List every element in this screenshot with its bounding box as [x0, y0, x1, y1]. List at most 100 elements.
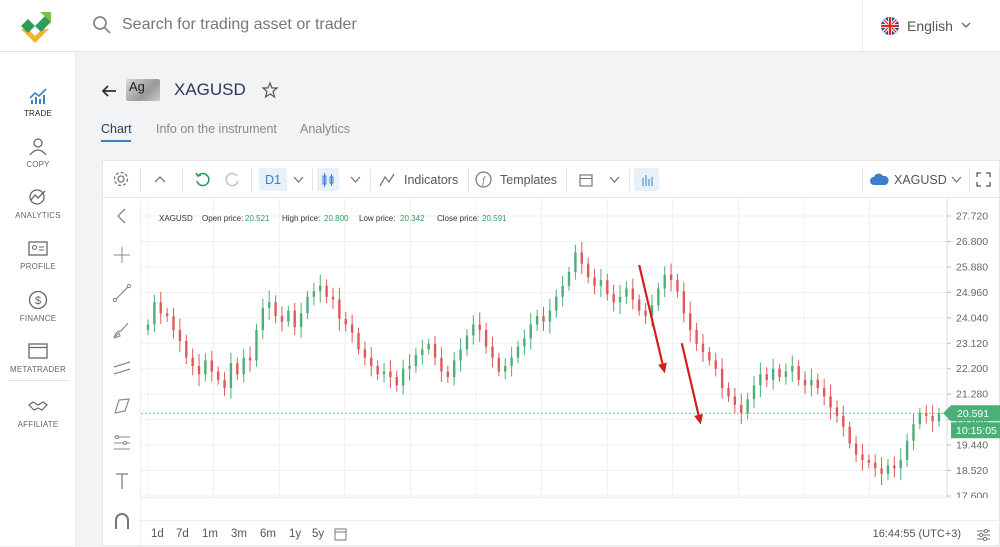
chevron-down-icon[interactable]: [950, 173, 963, 186]
sidebar-item-affiliate[interactable]: AFFILIATE: [0, 389, 76, 441]
timeframe-button[interactable]: D1: [259, 168, 287, 191]
range-6m[interactable]: 6m: [260, 528, 276, 540]
indicators-icon[interactable]: [378, 171, 396, 189]
crosshair-icon[interactable]: [111, 244, 133, 266]
logo-icon[interactable]: [18, 8, 54, 44]
chart-toolbar: D1 Indicators f Templates XAGUSD: [103, 161, 1000, 198]
candle-body: [822, 388, 826, 397]
candle-body: [504, 365, 507, 372]
candles-button[interactable]: [317, 168, 339, 191]
chart-grid: [141, 198, 947, 498]
chevron-down-icon[interactable]: [349, 173, 362, 186]
chevron-left-icon[interactable]: [111, 205, 133, 227]
y-tick-label: 21.280: [956, 389, 988, 401]
instrument-badge: Ag: [126, 79, 160, 101]
templates-button[interactable]: Templates: [500, 161, 557, 198]
candle-body: [612, 294, 615, 303]
candle-body: [861, 454, 864, 461]
legend-low-label: Low price:: [359, 214, 395, 223]
candle-body: [606, 280, 609, 295]
channel-icon[interactable]: [111, 357, 133, 379]
top-bar: Search for trading asset or trader Engli…: [0, 0, 1000, 52]
undo-icon[interactable]: [194, 171, 211, 188]
sidebar-item-copy[interactable]: COPY: [0, 129, 76, 181]
legend-high: 20.800: [324, 214, 349, 223]
y-tick-label: 25.880: [956, 261, 988, 273]
candle-body: [714, 360, 717, 369]
gear-icon[interactable]: [112, 170, 130, 188]
candle-body: [165, 313, 169, 317]
back-arrow-icon[interactable]: [100, 82, 118, 100]
range-1m[interactable]: 1m: [202, 528, 218, 540]
range-5y[interactable]: 5y: [312, 528, 325, 540]
magnet-icon[interactable]: [111, 510, 133, 532]
candle-body: [216, 371, 220, 380]
symbol-selector[interactable]: XAGUSD: [894, 161, 947, 198]
range-7d[interactable]: 7d: [176, 528, 189, 540]
candle-body: [236, 363, 239, 375]
chevron-down-icon[interactable]: [292, 173, 305, 186]
candle-body: [191, 357, 194, 366]
candle-body: [580, 252, 583, 264]
polygon-icon[interactable]: [111, 395, 133, 417]
candle-body: [912, 424, 915, 441]
language-selector[interactable]: English: [862, 0, 1000, 52]
tab-chart[interactable]: Chart: [101, 122, 132, 136]
sidebar-item-finance[interactable]: $ FINANCE: [0, 283, 76, 335]
candle-body: [510, 357, 513, 366]
candle-body: [491, 346, 494, 358]
sidebar-item-profile[interactable]: PROFILE: [0, 231, 76, 283]
sidebar-item-analytics[interactable]: ANALYTICS: [0, 180, 76, 232]
candle-body: [268, 302, 271, 308]
clock: 16:44:55 (UTC+3): [872, 528, 961, 540]
last-price-label: 20.591: [957, 408, 989, 420]
range-1y[interactable]: 1y: [289, 528, 302, 540]
legend-symbol: XAGUSD: [159, 214, 193, 223]
templates-icon[interactable]: f: [475, 171, 492, 188]
copy-person-icon: [29, 138, 47, 156]
candle-body: [740, 404, 743, 413]
search-bar[interactable]: Search for trading asset or trader: [92, 10, 592, 40]
candle-body: [153, 302, 156, 325]
tab-analytics[interactable]: Analytics: [300, 122, 351, 136]
candle-body: [893, 465, 896, 469]
text-tool-icon[interactable]: [111, 470, 133, 492]
annotation-arrows: [638, 264, 703, 425]
sidebar-item-trade[interactable]: TRADE: [0, 78, 76, 130]
instrument-symbol: XAGUSD: [174, 80, 246, 99]
redo-icon[interactable]: [224, 171, 241, 188]
range-1d[interactable]: 1d: [151, 528, 164, 540]
fib-icon[interactable]: [111, 432, 133, 454]
calendar-icon[interactable]: [334, 527, 347, 541]
candle-body: [676, 280, 679, 292]
star-icon[interactable]: [261, 81, 279, 99]
fullscreen-icon[interactable]: [976, 172, 991, 187]
sidebar-label: FINANCE: [19, 314, 57, 323]
sidebar-label: COPY: [26, 160, 50, 169]
volume-button[interactable]: [634, 168, 659, 191]
tab-info[interactable]: Info on the instrument: [156, 122, 277, 136]
candle-body: [848, 426, 851, 444]
candle-body: [204, 360, 207, 375]
range-3m[interactable]: 3m: [231, 528, 247, 540]
indicators-button[interactable]: Indicators: [404, 161, 458, 198]
symbol-label: XAGUSD: [894, 172, 947, 187]
candle-body: [535, 316, 539, 325]
chevron-up-icon[interactable]: [153, 173, 167, 187]
chevron-down-icon[interactable]: [608, 173, 621, 186]
brush-icon[interactable]: [111, 319, 133, 341]
trendline-icon[interactable]: [111, 282, 133, 304]
sidebar-label: TRADE: [23, 109, 53, 118]
candle-body: [446, 371, 450, 378]
candle-body: [414, 354, 418, 366]
settings-sliders-icon[interactable]: [976, 528, 991, 541]
sidebar-item-metatrader[interactable]: METATRADER: [0, 334, 76, 386]
dollar-icon: $: [28, 290, 48, 310]
price-chart[interactable]: 27.720 26.800 25.880 24.960 24.040 23.120 22.2…: [141, 198, 1000, 498]
handshake-icon: [28, 401, 48, 411]
candle-body: [727, 388, 730, 397]
calendar-icon[interactable]: [578, 172, 594, 188]
candle-body: [771, 368, 775, 380]
candle-body: [248, 357, 252, 361]
search-input[interactable]: Search for trading asset or trader: [122, 16, 357, 33]
